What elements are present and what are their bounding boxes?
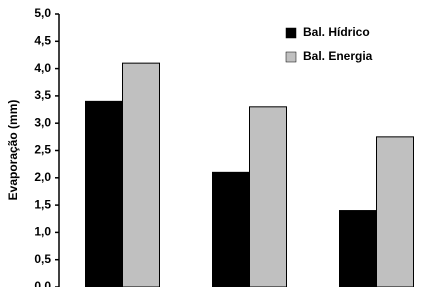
- bar: [122, 62, 160, 287]
- legend-swatch: [285, 27, 297, 39]
- y-tick-label: 0,0: [34, 279, 51, 287]
- bar: [85, 100, 123, 287]
- y-tick-label: 3,0: [34, 115, 51, 129]
- legend-label: Bal. Energia: [303, 49, 373, 63]
- legend-swatch: [285, 51, 297, 63]
- bar: [249, 106, 287, 287]
- y-tick-label: 2,0: [34, 170, 51, 184]
- bar: [212, 171, 250, 287]
- y-tick-label: 0,5: [34, 252, 51, 266]
- y-tick-label: 2,5: [34, 143, 51, 157]
- y-tick-label: 3,5: [34, 88, 51, 102]
- legend-label: Bal. Hídrico: [303, 25, 370, 39]
- y-tick-label: 5,0: [34, 6, 51, 20]
- y-tick-label: 4,5: [34, 33, 51, 47]
- y-tick-label: 1,5: [34, 197, 51, 211]
- bar: [376, 136, 414, 287]
- y-axis-label: Evaporação (mm): [6, 100, 20, 201]
- bar: [339, 210, 377, 287]
- y-tick-label: 1,0: [34, 225, 51, 239]
- y-tick-label: 4,0: [34, 61, 51, 75]
